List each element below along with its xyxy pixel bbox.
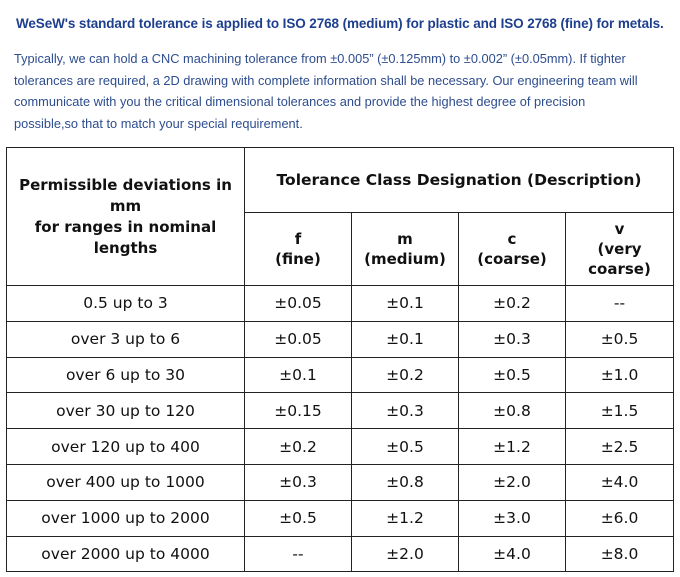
range-cell: over 6 up to 30 <box>6 356 245 394</box>
class-code: f <box>294 229 302 248</box>
range-cell: 0.5 up to 3 <box>6 285 245 322</box>
table-row: over 6 up to 30 ±0.1 ±0.2 ±0.5 ±1.0 <box>6 356 675 394</box>
tolerance-table: Permissible deviations in mm for ranges … <box>6 147 675 573</box>
value-cell: ±0.8 <box>458 392 566 430</box>
value-cell: ±0.5 <box>564 320 675 358</box>
value-cell: ±2.5 <box>564 428 675 465</box>
range-cell: over 120 up to 400 <box>6 428 245 465</box>
class-header-m: m (medium) <box>351 211 459 287</box>
value-cell: ±0.3 <box>351 392 459 430</box>
table-header-row: Permissible deviations in mm for ranges … <box>6 147 675 286</box>
value-cell: ±1.5 <box>564 392 675 430</box>
class-designation-header: Tolerance Class Designation (Description… <box>243 147 675 213</box>
value-cell: ±0.3 <box>244 463 352 501</box>
table-row: over 400 up to 1000 ±0.3 ±0.8 ±2.0 ±4.0 <box>6 463 675 501</box>
range-cell: over 30 up to 120 <box>6 392 245 430</box>
value-cell: ±0.5 <box>351 428 459 465</box>
value-cell: ±0.3 <box>458 320 566 358</box>
value-cell: ±4.0 <box>458 535 566 573</box>
class-code: v <box>614 219 625 238</box>
value-cell: ±0.8 <box>351 463 459 501</box>
value-cell: -- <box>244 535 352 573</box>
class-code: c <box>507 229 517 248</box>
range-cell: over 1000 up to 2000 <box>6 499 245 537</box>
table-row: over 120 up to 400 ±0.2 ±0.5 ±1.2 ±2.5 <box>6 428 675 465</box>
value-cell: ±3.0 <box>458 499 566 537</box>
value-cell: ±0.2 <box>244 428 352 465</box>
value-cell: ±0.15 <box>244 392 352 430</box>
range-header-line: Permissible deviations in mm <box>19 175 232 215</box>
table-row: over 3 up to 6 ±0.05 ±0.1 ±0.3 ±0.5 <box>6 320 675 358</box>
value-cell: ±0.05 <box>244 285 352 322</box>
value-cell: ±0.1 <box>244 356 352 394</box>
value-cell: ±0.05 <box>244 320 352 358</box>
class-code: m <box>397 229 413 248</box>
table-row: 0.5 up to 3 ±0.05 ±0.1 ±0.2 -- <box>6 285 675 322</box>
value-cell: ±2.0 <box>458 463 566 501</box>
value-cell: ±0.1 <box>351 285 459 322</box>
intro-paragraph: Typically, we can hold a CNC machining t… <box>14 48 666 134</box>
table-row: over 30 up to 120 ±0.15 ±0.3 ±0.8 ±1.5 <box>6 392 675 430</box>
value-cell: ±6.0 <box>564 499 675 537</box>
value-cell: ±2.0 <box>351 535 459 573</box>
value-cell: -- <box>564 285 675 322</box>
range-cell: over 3 up to 6 <box>6 320 245 358</box>
value-cell: ±1.2 <box>458 428 566 465</box>
range-cell: over 400 up to 1000 <box>6 463 245 501</box>
class-desc: (coarse) <box>477 249 547 268</box>
class-header-f: f (fine) <box>244 211 352 287</box>
range-header-line: for ranges in nominal lengths <box>34 217 217 257</box>
intro-line: Typically, we can hold a CNC machining t… <box>14 51 626 66</box>
class-subheader-row: f (fine) m (medium) c (coarse) v (very c… <box>7 211 675 287</box>
class-header-v: v (very coarse) <box>564 211 675 287</box>
intro-line: possible,so that to match your special r… <box>14 115 303 131</box>
table-row: over 1000 up to 2000 ±0.5 ±1.2 ±3.0 ±6.0 <box>6 499 675 537</box>
class-desc: (very coarse) <box>588 239 651 278</box>
value-cell: ±0.2 <box>351 356 459 394</box>
value-cell: ±0.5 <box>458 356 566 394</box>
class-header-c: c (coarse) <box>458 211 566 287</box>
value-cell: ±8.0 <box>564 535 675 573</box>
intro-line: communicate with you the critical dimens… <box>14 94 586 109</box>
value-cell: ±0.5 <box>244 499 352 537</box>
range-cell: over 2000 up to 4000 <box>6 535 245 573</box>
intro-line: tolerances are required, a 2D drawing wi… <box>14 72 638 88</box>
page-heading: WeSeW's standard tolerance is applied to… <box>16 16 664 31</box>
class-desc: (medium) <box>364 249 446 268</box>
value-cell: ±1.0 <box>564 356 675 394</box>
value-cell: ±1.2 <box>351 499 459 537</box>
class-desc: (fine) <box>275 249 321 268</box>
value-cell: ±4.0 <box>564 463 675 501</box>
value-cell: ±0.2 <box>458 285 566 322</box>
table-row: over 2000 up to 4000 -- ±2.0 ±4.0 ±8.0 <box>6 535 675 573</box>
range-column-header: Permissible deviations in mm for ranges … <box>6 147 245 286</box>
value-cell: ±0.1 <box>351 320 459 358</box>
